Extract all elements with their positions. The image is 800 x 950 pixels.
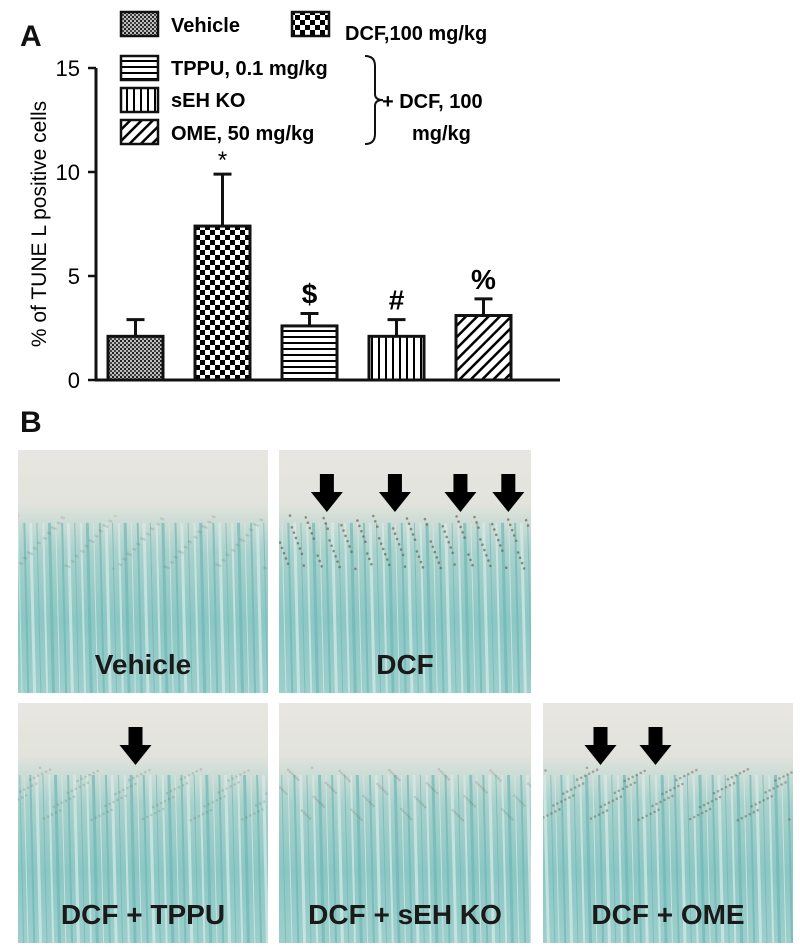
tissue-texture <box>543 727 793 943</box>
arrow-icon <box>378 474 411 512</box>
micrograph-label: DCF <box>376 649 434 680</box>
arrow-icon <box>444 474 477 512</box>
significance-marker: $ <box>302 278 318 309</box>
significance-marker: * <box>218 147 227 174</box>
y-axis-label: % of TUNE L positive cells <box>28 101 51 347</box>
significance-marker: % <box>471 264 496 295</box>
micrograph-image: DCF + sEH KO <box>279 703 531 943</box>
legend-label: DCF,100 mg/kg <box>345 23 487 45</box>
arrow-icon <box>310 474 343 512</box>
micrograph-image: Vehicle <box>18 450 268 693</box>
y-tick-label: 10 <box>56 160 80 185</box>
legend-swatch <box>119 86 160 114</box>
micrograph-label: DCF + TPPU <box>60 899 226 930</box>
micrograph-label: Vehicle <box>94 649 192 680</box>
legend-swatch <box>119 54 160 82</box>
arrow-icon <box>492 474 525 512</box>
arrow-icon <box>639 727 672 765</box>
legend-label: TPPU, 0.1 mg/kg <box>171 58 328 80</box>
bar <box>106 334 165 382</box>
micrograph-image: DCF + OME <box>543 703 793 943</box>
tissue-texture <box>279 766 531 943</box>
legend-swatch <box>290 10 331 38</box>
legend-group-label-line1: + DCF, 100 <box>382 91 483 113</box>
micrograph-label: DCF + sEH KO <box>308 899 502 930</box>
legend-label: Vehicle <box>171 15 240 37</box>
panel-a-letter: A <box>20 20 42 53</box>
bar <box>193 224 252 382</box>
arrow-icon <box>119 727 152 765</box>
legend-swatch <box>119 10 160 38</box>
micrograph-image: DCF <box>279 450 531 693</box>
bar <box>454 314 513 382</box>
legend-label: OME, 50 mg/kg <box>171 123 314 145</box>
y-tick-label: 0 <box>68 368 80 393</box>
legend-label: sEH KO <box>171 90 245 112</box>
bar <box>367 334 426 382</box>
tissue-texture <box>18 514 268 693</box>
tunel-bar-chart: 0 5 10 15% of TUNE L positive cells * $ #% Ve… <box>28 10 560 393</box>
panel-b-letter: B <box>20 406 42 439</box>
y-tick-label: 15 <box>56 56 80 81</box>
legend-swatch <box>119 118 160 146</box>
significance-marker: # <box>389 285 405 316</box>
tissue-texture <box>279 474 531 693</box>
legend-brace <box>364 55 384 145</box>
micrograph-label: DCF + OME <box>591 899 745 930</box>
arrow-icon <box>584 727 617 765</box>
micrograph-image: DCF + TPPU <box>18 703 268 943</box>
tissue-texture <box>18 727 268 943</box>
bar <box>280 324 339 382</box>
y-tick-label: 5 <box>68 264 80 289</box>
legend-group-label-line2: mg/kg <box>412 123 471 145</box>
